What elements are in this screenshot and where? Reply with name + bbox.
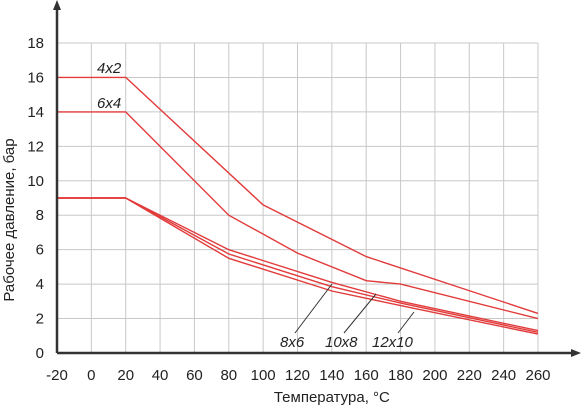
- series-line-12x10: [57, 197, 539, 335]
- tick-labels: -20 0 20 40 60 80 100 120 140 160 180 200 220 240 2600…: [27, 35, 550, 384]
- y-axis-title: Рабочее давление, бар: [1, 138, 18, 301]
- series-label: 4x2: [97, 60, 122, 77]
- y-tick-label: 0: [36, 345, 44, 362]
- x-tick-label: 240: [491, 367, 516, 384]
- x-tick-label: 0: [87, 367, 95, 384]
- x-axis-title: Температура, °C: [274, 389, 390, 406]
- y-tick-label: 18: [27, 35, 44, 52]
- x-tick-label: 100: [251, 367, 276, 384]
- leader-line: [343, 293, 377, 334]
- y-tick-label: 8: [36, 207, 44, 224]
- x-tick-label: 200: [422, 367, 447, 384]
- series-label: 10x8: [325, 334, 358, 351]
- leader-line: [397, 311, 415, 334]
- x-tick-label: 180: [388, 367, 413, 384]
- y-tick-label: 14: [27, 104, 44, 121]
- series-label: 12x10: [372, 334, 414, 351]
- axes: [53, 0, 581, 357]
- y-tick-label: 2: [36, 311, 44, 328]
- series-labels: 4x2 6x4 8x6 10x8 12x10: [97, 60, 415, 351]
- y-tick-label: 4: [36, 276, 44, 293]
- series-label: 6x4: [97, 95, 121, 112]
- x-tick-label: 220: [457, 367, 482, 384]
- leader-line: [294, 283, 333, 334]
- y-tick-label: 6: [36, 242, 44, 259]
- series-line-4x2: [57, 76, 539, 315]
- y-tick-label: 12: [27, 138, 44, 155]
- x-tick-label: 160: [354, 367, 379, 384]
- y-tick-label: 16: [27, 69, 44, 86]
- x-tick-label: 260: [525, 367, 550, 384]
- series-lines: [57, 76, 539, 335]
- x-tick-label: -20: [46, 367, 68, 384]
- x-tick-label: 40: [152, 367, 169, 384]
- x-tick-label: 20: [117, 367, 134, 384]
- x-tick-label: 140: [319, 367, 344, 384]
- x-tick-label: 60: [186, 367, 203, 384]
- x-tick-label: 120: [285, 367, 310, 384]
- series-label: 8x6: [280, 334, 305, 351]
- grid: [57, 42, 539, 353]
- y-tick-label: 10: [27, 173, 44, 190]
- x-tick-label: 80: [220, 367, 237, 384]
- series-line-6x4: [57, 111, 539, 320]
